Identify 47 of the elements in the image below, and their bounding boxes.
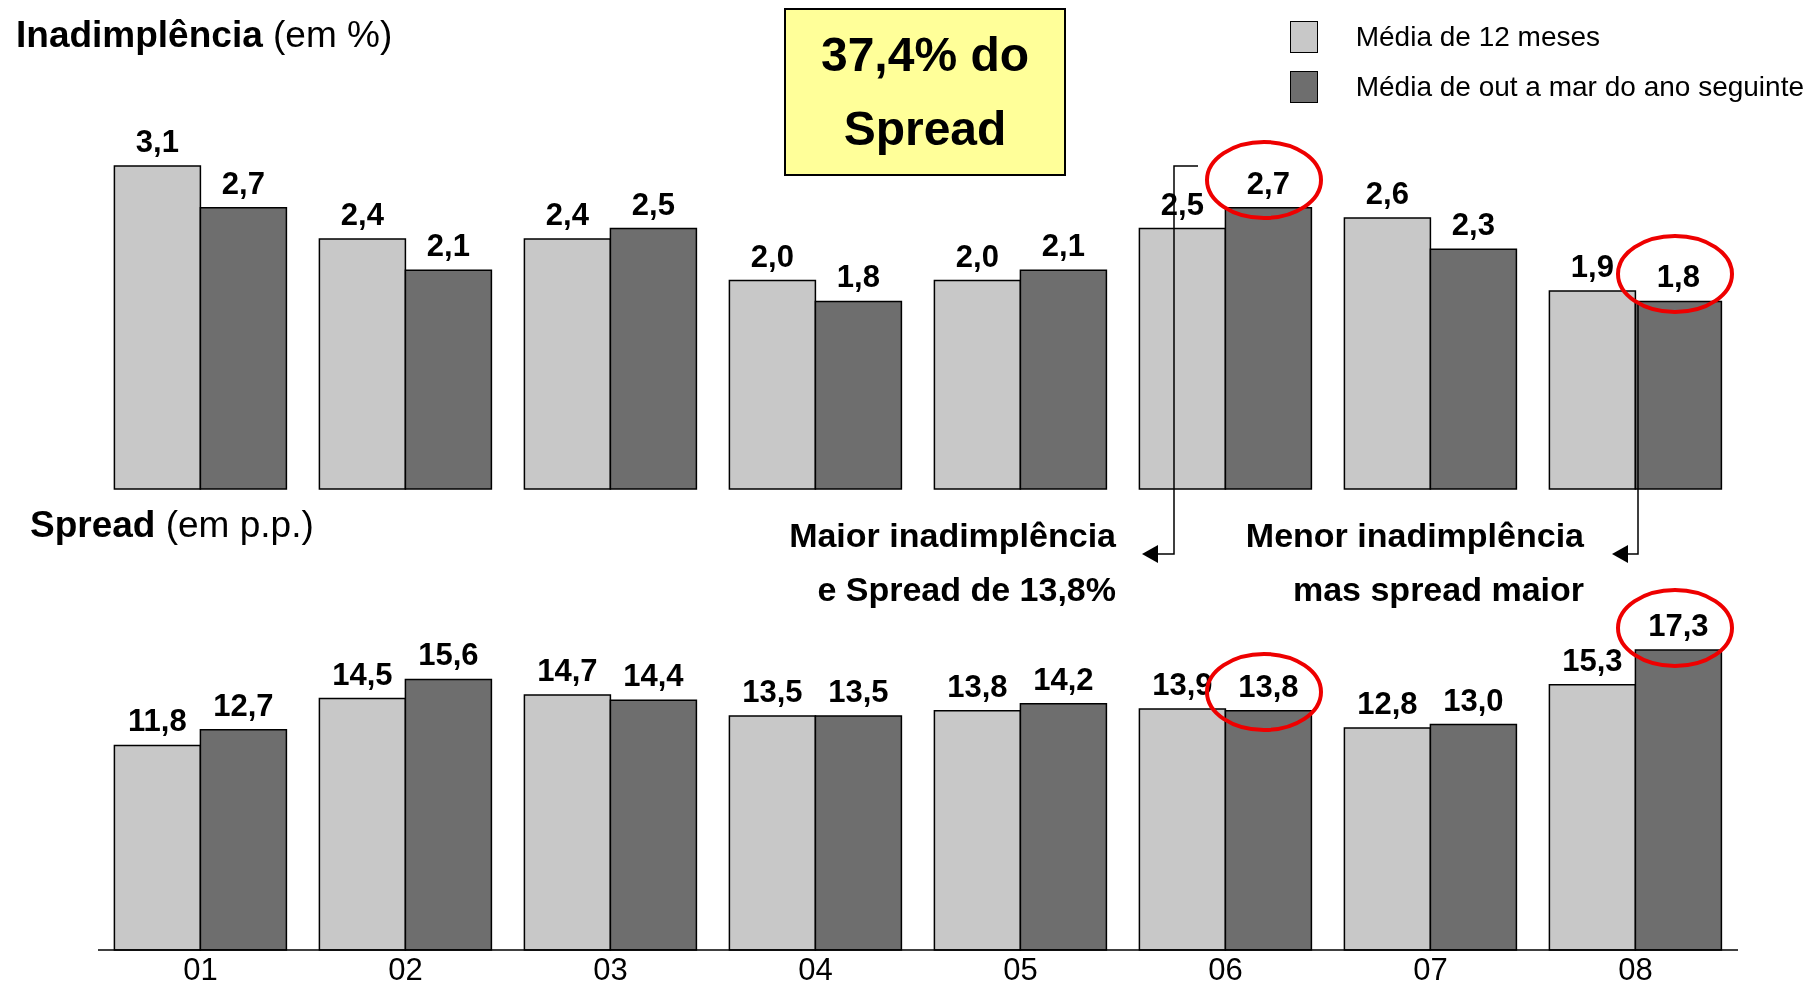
data-label: 2,7	[221, 165, 265, 201]
x-tick-label: 08	[1618, 952, 1653, 988]
chart-title: Inadimplência	[16, 14, 263, 55]
x-tick-label: 03	[593, 952, 628, 988]
data-label: 14,4	[623, 658, 685, 694]
chart-subtitle: (em p.p.)	[165, 504, 314, 545]
data-label: 2,1	[426, 228, 470, 264]
data-label: 13,5	[828, 673, 889, 709]
data-label: 11,8	[128, 703, 187, 739]
data-label: 1,9	[1570, 249, 1614, 285]
data-label: 2,1	[1041, 228, 1085, 264]
text: Menor inadimplência mas spread maior	[1245, 515, 1584, 610]
data-label: 2,5	[631, 186, 675, 222]
data-label: 2,3	[1451, 207, 1495, 243]
data-label: 2,0	[955, 238, 999, 274]
data-label: 12,8	[1357, 686, 1418, 722]
x-tick-label: 04	[798, 952, 833, 988]
text: 37,4% do Spread	[784, 8, 1066, 176]
data-label: 14,2	[1033, 661, 1094, 697]
data-label: 15,6	[418, 637, 479, 673]
data-label: 15,3	[1562, 642, 1623, 678]
data-label: 3,1	[135, 124, 179, 159]
data-label: 2,4	[545, 196, 590, 232]
data-label: 17,3	[1648, 608, 1709, 643]
legend-label: Média de 12 meses	[1355, 21, 1601, 53]
x-tick-label: 07	[1413, 952, 1448, 988]
data-label: 12,7	[213, 687, 274, 723]
x-tick-label: 06	[1208, 952, 1243, 988]
data-label: 1,8	[836, 259, 880, 295]
data-label: 14,5	[332, 656, 393, 692]
x-tick-label: 02	[388, 952, 423, 988]
data-label: 13,0	[1443, 682, 1504, 718]
data-label: 2,0	[750, 238, 794, 274]
data-label: 14,7	[537, 653, 598, 689]
chart-subtitle: (em %)	[273, 14, 393, 55]
data-label: 13,8	[1238, 668, 1299, 704]
x-tick-label: 01	[183, 952, 218, 988]
data-label: 2,6	[1365, 176, 1409, 212]
data-label: 13,8	[947, 668, 1008, 704]
data-label: 2,7	[1246, 165, 1290, 201]
data-label: 2,4	[340, 196, 385, 232]
data-label: 13,5	[742, 673, 803, 709]
data-label: 1,8	[1656, 259, 1700, 295]
legend-label: Média de out a mar do ano seguinte	[1355, 71, 1804, 103]
x-tick-label: 05	[1003, 952, 1038, 988]
text: Maior inadimplência e Spread de 13,8%	[789, 515, 1116, 610]
chart-title: Spread	[30, 504, 156, 545]
